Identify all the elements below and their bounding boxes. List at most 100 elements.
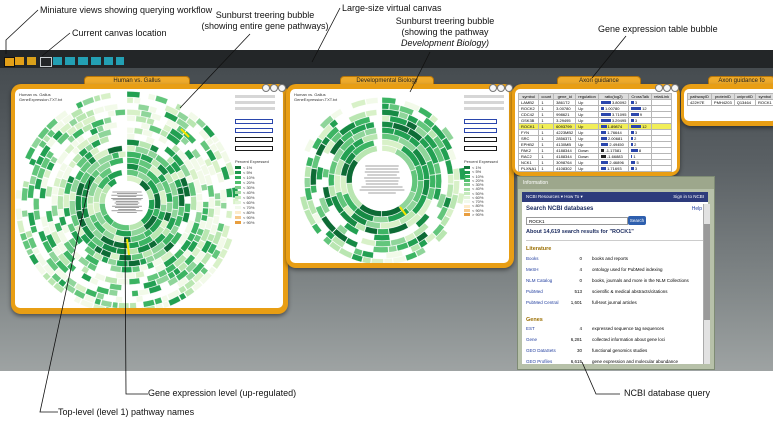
sunburst-segment[interactable] — [411, 194, 428, 215]
sunburst-segment[interactable] — [311, 154, 321, 169]
sunburst-segment[interactable] — [331, 235, 346, 248]
sunburst-segment[interactable] — [52, 129, 64, 141]
sunburst-segment[interactable] — [116, 260, 128, 267]
sunburst-segment[interactable] — [146, 117, 155, 126]
sunburst-segment[interactable] — [381, 103, 390, 110]
sunburst-segment[interactable] — [115, 229, 132, 237]
sunburst-segment[interactable] — [206, 233, 216, 242]
sunburst-segment[interactable] — [81, 123, 93, 133]
legend-option[interactable] — [235, 107, 275, 110]
sunburst-segment[interactable] — [76, 138, 90, 152]
sunburst-segment[interactable] — [335, 191, 348, 209]
sunburst-segment[interactable] — [432, 146, 445, 163]
sunburst-segment[interactable] — [321, 136, 331, 146]
sunburst-segment[interactable] — [200, 164, 210, 176]
sunburst-segment[interactable] — [179, 176, 189, 188]
sunburst-segment[interactable] — [45, 118, 59, 131]
sunburst-segment[interactable] — [202, 124, 216, 139]
sunburst-segment[interactable] — [157, 210, 166, 221]
sunburst-segment[interactable] — [365, 220, 381, 229]
sunburst-segment[interactable] — [392, 122, 410, 134]
sunburst-segment[interactable] — [64, 143, 75, 155]
sunburst-segment[interactable] — [394, 148, 416, 172]
sunburst-segment[interactable] — [405, 120, 418, 131]
sunburst-segment[interactable] — [138, 140, 152, 150]
sunburst-segment[interactable] — [94, 211, 107, 226]
sunburst-segment[interactable] — [175, 269, 189, 282]
sunburst-segment[interactable] — [66, 125, 78, 136]
sunburst-segment[interactable] — [299, 195, 310, 211]
sunburst-segment[interactable] — [97, 175, 111, 190]
sunburst-segment[interactable] — [162, 124, 172, 133]
sunburst-segment[interactable] — [354, 222, 367, 232]
sunburst-segment[interactable] — [214, 206, 221, 216]
sunburst-bubble-development[interactable]: Human vs. Gallus GeneExpression.TXT.txt P… — [286, 84, 514, 268]
sunburst-segment[interactable] — [439, 146, 451, 161]
sunburst-segment[interactable] — [140, 122, 150, 131]
sunburst-segment[interactable] — [209, 143, 219, 153]
sunburst-segment[interactable] — [407, 128, 423, 142]
sunburst-segment[interactable] — [30, 136, 42, 149]
sunburst-segment[interactable] — [220, 150, 231, 164]
sunburst-segment[interactable] — [161, 180, 172, 194]
gene-expression-table[interactable]: symbol count gene_id regulation ratio(log2) C… — [517, 93, 673, 172]
sunburst-segment[interactable] — [381, 109, 400, 118]
sunburst-segment[interactable] — [312, 212, 323, 225]
sunburst-segment[interactable] — [84, 143, 94, 153]
database-link[interactable]: PubMed — [526, 289, 543, 294]
sunburst-segment[interactable] — [126, 157, 140, 165]
sunburst-bubble-entire[interactable]: Human vs. Gallus GeneExpression.TXT.txt P… — [11, 84, 288, 314]
sunburst-segment[interactable] — [138, 288, 150, 296]
sunburst-segment[interactable] — [51, 205, 59, 217]
legend-option[interactable] — [235, 101, 275, 104]
sunburst-segment[interactable] — [131, 265, 141, 273]
sunburst-segment[interactable] — [57, 195, 64, 210]
sunburst-segment[interactable] — [25, 248, 34, 256]
sunburst-segment[interactable] — [323, 139, 336, 155]
sunburst-segment[interactable] — [137, 171, 151, 184]
sunburst-segment[interactable] — [167, 289, 181, 300]
sunburst-segment[interactable] — [126, 163, 140, 171]
sunburst-segment[interactable] — [191, 148, 202, 160]
sunburst-segment[interactable] — [220, 165, 230, 181]
sunburst-segment[interactable] — [200, 228, 211, 243]
table-row[interactable]: CDC42 1 998621 Up 3.71095 9 — [517, 111, 673, 118]
sunburst-segment[interactable] — [21, 187, 29, 201]
sunburst-segment[interactable] — [225, 210, 233, 219]
sunburst-segment[interactable] — [169, 127, 184, 141]
sunburst-segment[interactable] — [415, 247, 427, 257]
sunburst-segment[interactable] — [330, 195, 345, 214]
database-link[interactable]: MeSH — [526, 267, 539, 272]
sunburst-segment[interactable] — [139, 257, 148, 266]
sunburst-segment[interactable] — [344, 151, 357, 165]
sunburst-segment[interactable] — [196, 227, 205, 237]
sunburst-segment[interactable] — [67, 134, 76, 144]
legend-option[interactable] — [464, 95, 504, 98]
sunburst-segment[interactable] — [339, 210, 358, 228]
sunburst-segment[interactable] — [193, 250, 206, 265]
sunburst-segment[interactable] — [304, 166, 312, 178]
sunburst-segment[interactable] — [116, 247, 127, 255]
sunburst-segment[interactable] — [145, 136, 156, 145]
sunburst-segment[interactable] — [196, 193, 203, 201]
sunburst-segment[interactable] — [19, 232, 28, 242]
sunburst-segment[interactable] — [100, 299, 113, 308]
expression-filter-slider[interactable] — [235, 119, 273, 124]
sunburst-segment[interactable] — [219, 189, 227, 202]
sunburst-segment[interactable] — [157, 135, 169, 145]
sunburst-segment[interactable] — [441, 137, 453, 151]
sunburst-segment[interactable] — [328, 185, 337, 198]
sunburst-segment[interactable] — [179, 163, 191, 178]
sunburst-segment[interactable] — [39, 187, 47, 199]
sunburst-segment[interactable] — [117, 278, 129, 285]
sunburst-segment[interactable] — [404, 232, 416, 242]
sunburst-segment[interactable] — [199, 271, 213, 285]
sunburst-segment[interactable] — [76, 156, 88, 169]
sunburst-segment[interactable] — [61, 165, 73, 180]
sunburst-segment[interactable] — [426, 187, 436, 201]
sunburst-segment[interactable] — [170, 231, 183, 246]
sunburst-segment[interactable] — [204, 217, 214, 230]
sunburst-segment[interactable] — [128, 259, 141, 267]
sunburst-segment[interactable] — [97, 153, 114, 166]
sunburst-segment[interactable] — [410, 243, 421, 253]
